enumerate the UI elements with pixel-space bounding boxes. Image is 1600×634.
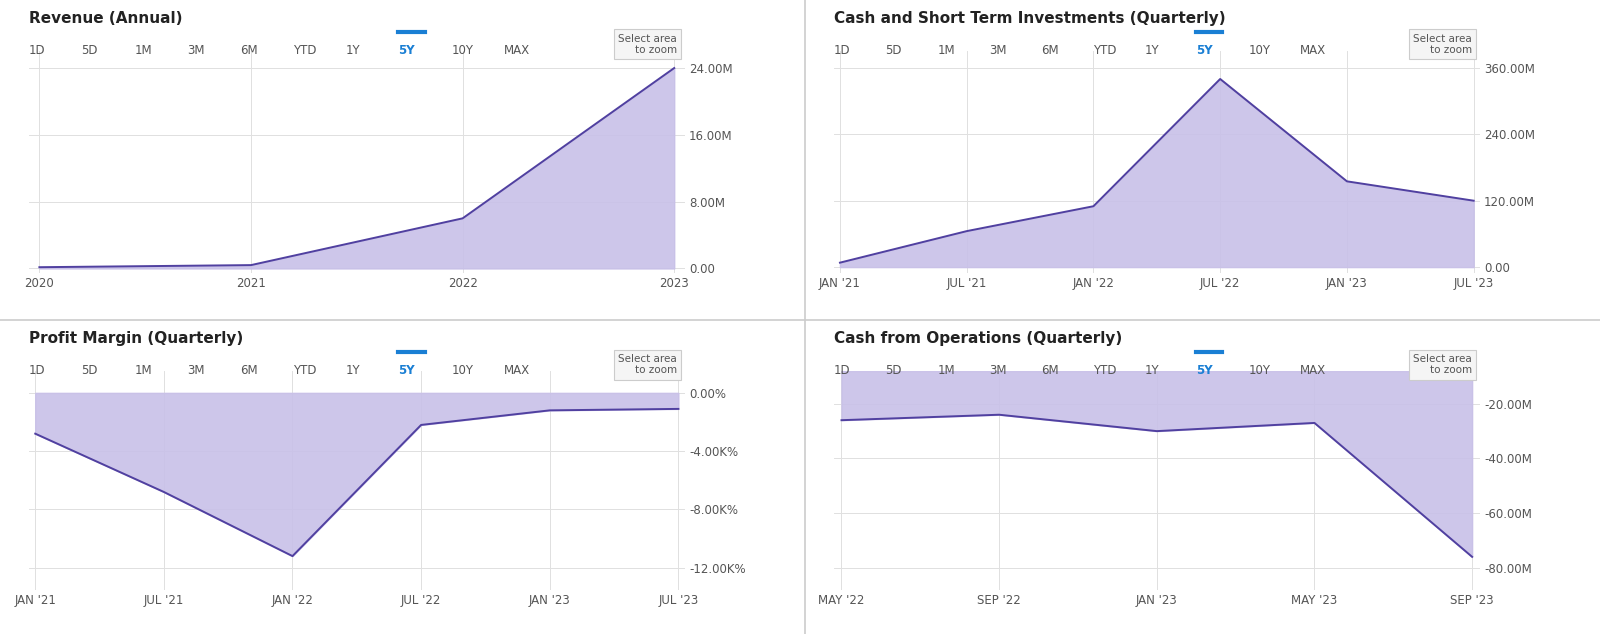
Text: 1M: 1M <box>134 44 152 57</box>
Text: 5D: 5D <box>885 365 902 377</box>
Text: 1Y: 1Y <box>1144 44 1160 57</box>
Text: Select area
to zoom: Select area to zoom <box>1413 34 1472 55</box>
Text: 10Y: 10Y <box>1248 44 1270 57</box>
Text: YTD: YTD <box>1093 44 1117 57</box>
Text: 1Y: 1Y <box>346 365 360 377</box>
Text: 1Y: 1Y <box>1144 365 1160 377</box>
Text: 1Y: 1Y <box>346 44 360 57</box>
Text: 10Y: 10Y <box>451 365 474 377</box>
Text: 10Y: 10Y <box>1248 365 1270 377</box>
Text: 3M: 3M <box>187 44 205 57</box>
Text: 10Y: 10Y <box>451 44 474 57</box>
Text: Select area
to zoom: Select area to zoom <box>1413 354 1472 375</box>
Text: MAX: MAX <box>1301 365 1326 377</box>
Text: MAX: MAX <box>504 44 530 57</box>
Text: 1D: 1D <box>834 365 850 377</box>
Text: 1D: 1D <box>29 44 45 57</box>
Text: YTD: YTD <box>293 365 317 377</box>
Text: 3M: 3M <box>187 365 205 377</box>
Text: Profit Margin (Quarterly): Profit Margin (Quarterly) <box>29 331 243 346</box>
Text: 5Y: 5Y <box>398 365 414 377</box>
Text: 5Y: 5Y <box>1197 44 1213 57</box>
Text: Select area
to zoom: Select area to zoom <box>618 354 677 375</box>
Text: MAX: MAX <box>504 365 530 377</box>
Text: Revenue (Annual): Revenue (Annual) <box>29 11 182 26</box>
Text: YTD: YTD <box>293 44 317 57</box>
Text: MAX: MAX <box>1301 44 1326 57</box>
Text: 5D: 5D <box>82 44 98 57</box>
Text: 6M: 6M <box>240 44 258 57</box>
Text: 5Y: 5Y <box>1197 365 1213 377</box>
Text: YTD: YTD <box>1093 365 1117 377</box>
Text: 5Y: 5Y <box>398 44 414 57</box>
Text: 1D: 1D <box>29 365 45 377</box>
Text: 6M: 6M <box>1042 365 1059 377</box>
Text: 1D: 1D <box>834 44 850 57</box>
Text: 1M: 1M <box>938 365 955 377</box>
Text: 5D: 5D <box>82 365 98 377</box>
Text: 3M: 3M <box>989 365 1006 377</box>
Text: 1M: 1M <box>938 44 955 57</box>
Text: Select area
to zoom: Select area to zoom <box>618 34 677 55</box>
Text: Cash from Operations (Quarterly): Cash from Operations (Quarterly) <box>834 331 1122 346</box>
Text: Cash and Short Term Investments (Quarterly): Cash and Short Term Investments (Quarter… <box>834 11 1226 26</box>
Text: 3M: 3M <box>989 44 1006 57</box>
Text: 5D: 5D <box>885 44 902 57</box>
Text: 6M: 6M <box>240 365 258 377</box>
Text: 6M: 6M <box>1042 44 1059 57</box>
Text: 1M: 1M <box>134 365 152 377</box>
